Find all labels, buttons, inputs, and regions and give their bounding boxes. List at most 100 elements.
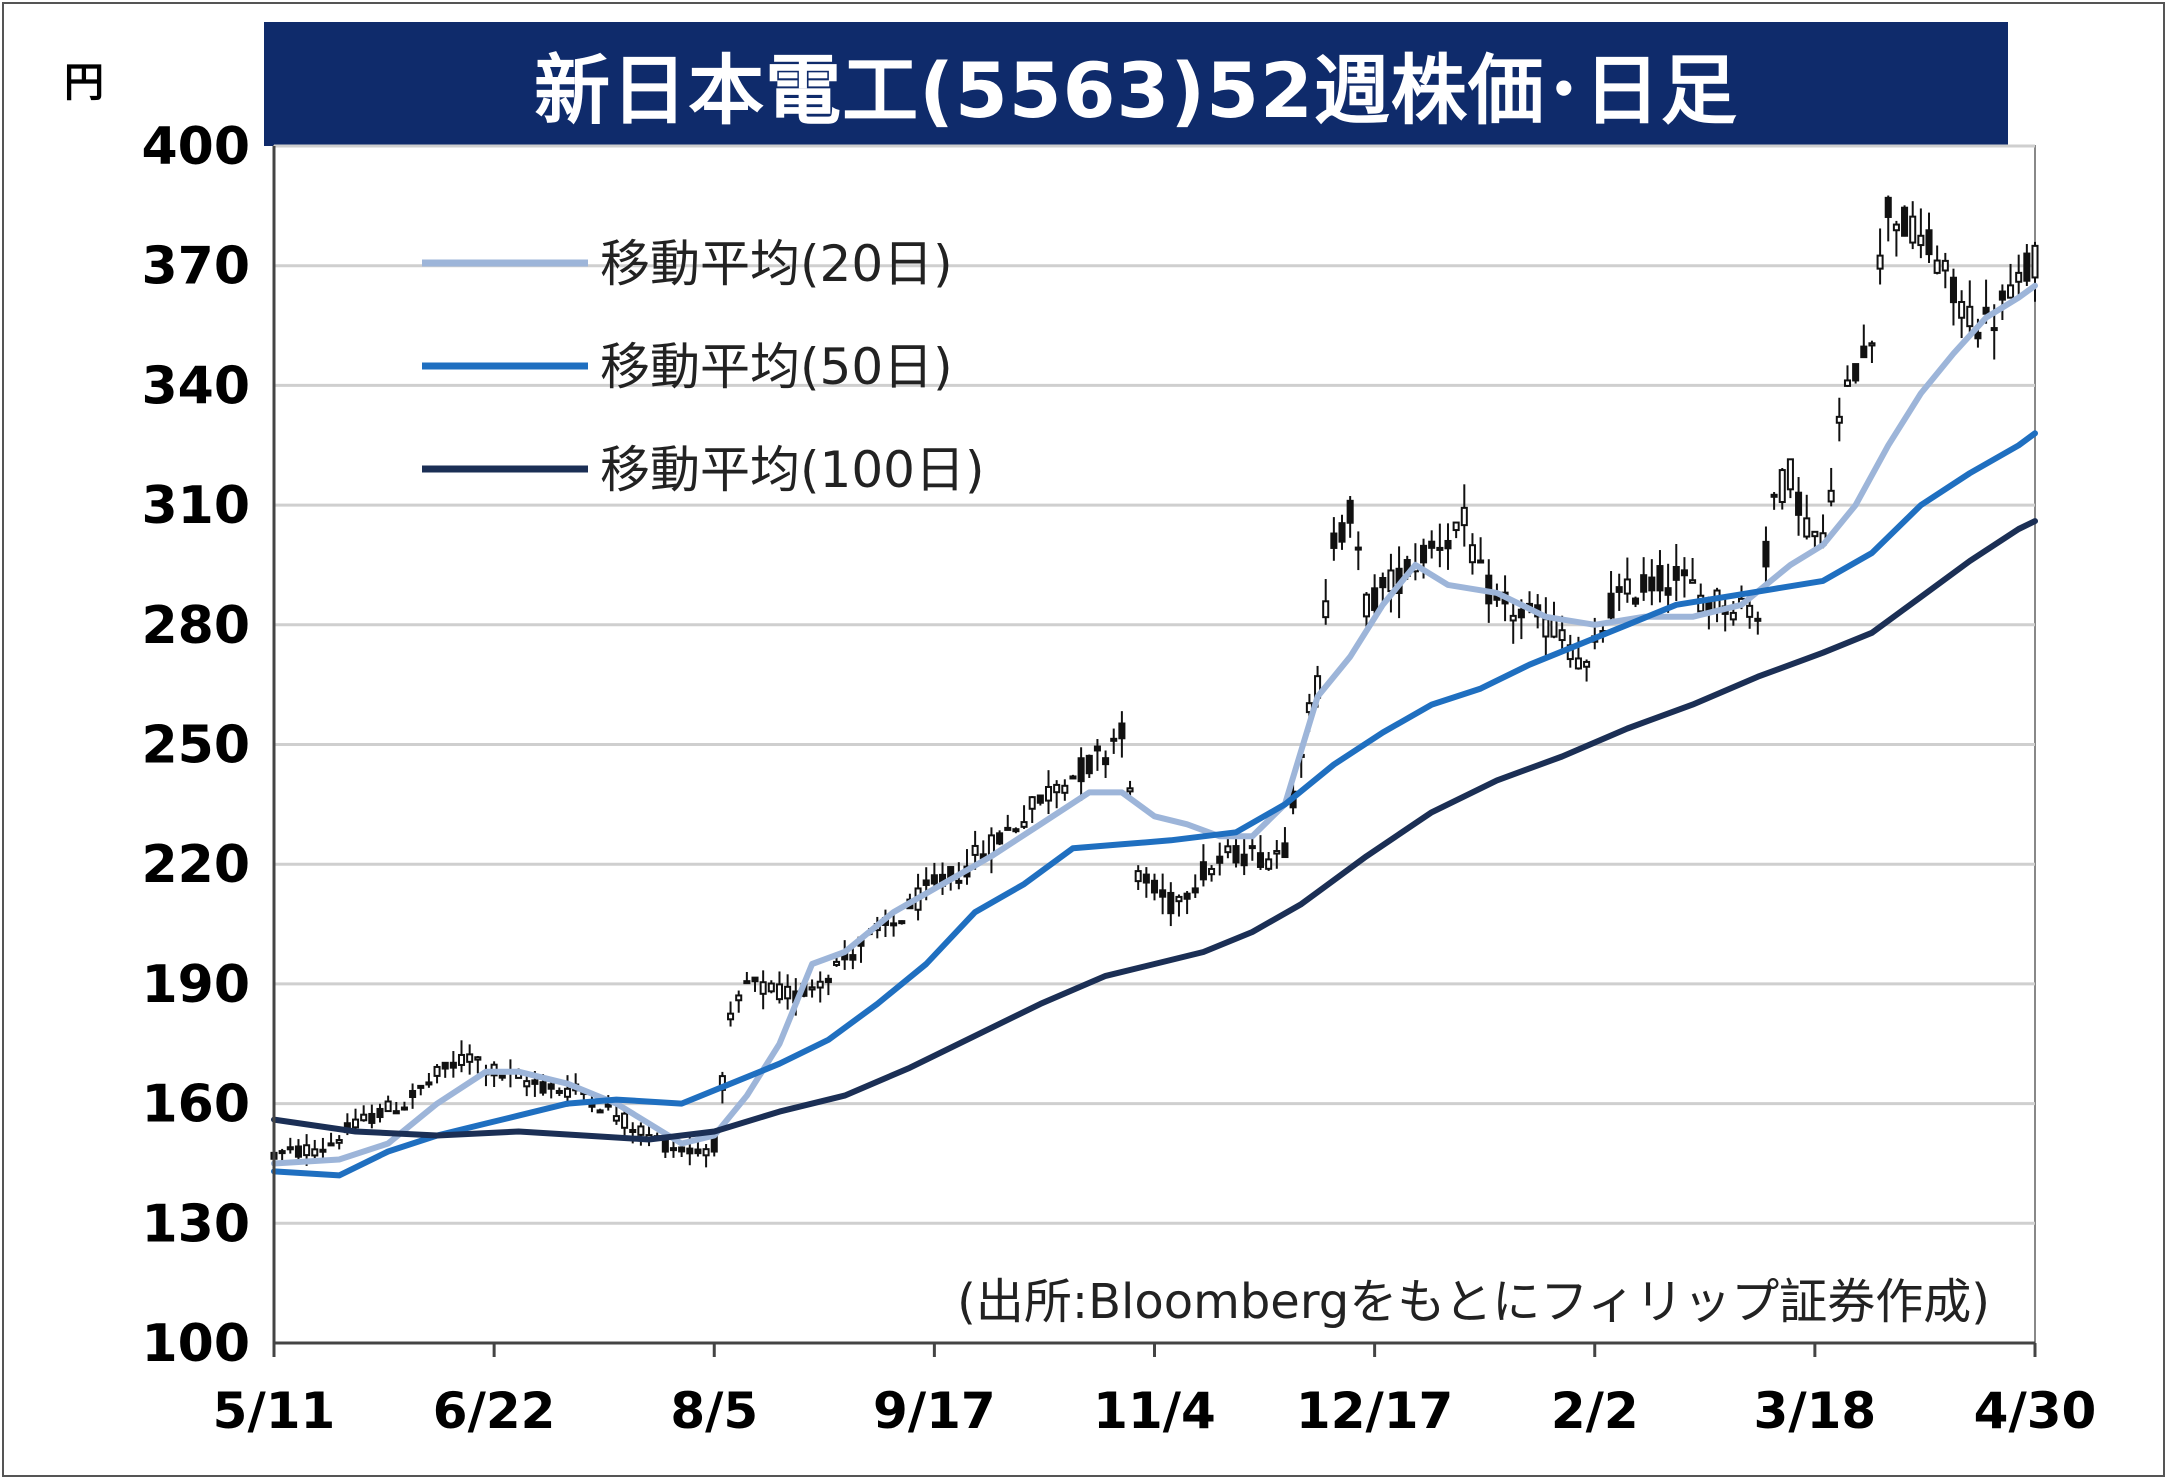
candle-body [1868, 342, 1876, 347]
candle [2015, 254, 2023, 296]
candle [327, 1132, 335, 1147]
candle-body [1680, 569, 1688, 577]
candle-body [1093, 745, 1101, 752]
candle [1346, 496, 1354, 538]
candle-body [1631, 597, 1640, 605]
candle-body [1982, 306, 1990, 315]
candle-body [1998, 290, 2006, 301]
candle-body [278, 1150, 286, 1155]
candle [1656, 550, 1664, 603]
candle [368, 1104, 376, 1129]
candle-body [1110, 737, 1118, 742]
candle-body [1966, 305, 1974, 328]
candle-body [1142, 873, 1150, 884]
candle [1061, 779, 1069, 801]
candle [1998, 284, 2006, 321]
candle-body [1028, 796, 1036, 810]
candle [547, 1079, 555, 1099]
candle [824, 974, 832, 996]
candle [433, 1064, 441, 1084]
grid-lines [274, 144, 2035, 1225]
candle [1240, 836, 1248, 876]
candle [1216, 842, 1224, 876]
candle [1118, 711, 1126, 758]
candle-body [1729, 611, 1737, 621]
candle-body [335, 1139, 343, 1144]
candle-body [955, 879, 963, 884]
candle [996, 830, 1004, 846]
y-tick-label: 220 [141, 835, 250, 895]
candle [1167, 882, 1175, 927]
candle [417, 1084, 425, 1096]
candle [1256, 835, 1265, 870]
candle-body [1974, 331, 1982, 340]
candle [1778, 467, 1786, 510]
candle-body [1860, 345, 1868, 359]
candle-body [392, 1110, 400, 1115]
candle-body [1852, 363, 1860, 382]
candle [1477, 537, 1485, 564]
candle [1110, 728, 1118, 754]
candle [449, 1051, 457, 1078]
ma100-line [271, 518, 2038, 1143]
candle-body [1061, 784, 1069, 794]
candle [1868, 340, 1876, 363]
candle [400, 1101, 408, 1111]
candle [335, 1135, 343, 1150]
candle-body [816, 980, 824, 989]
candle-body [1167, 891, 1175, 915]
x-tick-label: 3/18 [1754, 1382, 1877, 1440]
candle [1648, 559, 1656, 606]
candle-body [563, 1087, 572, 1098]
candle [1680, 557, 1688, 598]
candle-body [1689, 579, 1697, 584]
candle-body [2007, 284, 2015, 299]
candle-body [286, 1146, 294, 1151]
candle-body [2015, 271, 2023, 283]
candle [1077, 747, 1085, 801]
candle-body [384, 1100, 392, 1113]
candle-body [294, 1145, 302, 1158]
candle-body [759, 981, 767, 995]
legend-label-ma100: 移動平均(100日) [600, 441, 984, 499]
candle [930, 862, 938, 886]
candle [1044, 770, 1053, 815]
candle-body [1452, 521, 1460, 532]
candle-body [898, 920, 906, 925]
candle-body [1265, 858, 1273, 870]
candle-body [1256, 852, 1265, 868]
candle-body [1754, 617, 1762, 622]
candle [1770, 492, 1778, 510]
candle [1803, 494, 1811, 540]
candle-body [457, 1053, 466, 1066]
candle-body [1436, 546, 1444, 551]
candle [1460, 484, 1468, 547]
candle-body [1273, 850, 1281, 855]
candle-body [1901, 206, 1909, 237]
candle-body [1420, 544, 1428, 564]
candle-body [1477, 559, 1485, 564]
candle-body [694, 1148, 702, 1155]
moving-average-lines [271, 282, 2038, 1179]
candle-body [1338, 522, 1346, 543]
candle [1917, 208, 1925, 259]
candle-body [596, 1109, 604, 1114]
legend-label-ma20: 移動平均(20日) [600, 235, 953, 293]
candle [784, 974, 792, 1010]
candle-body [1509, 614, 1517, 622]
candle [392, 1101, 400, 1115]
candle-body [678, 1146, 686, 1153]
candle-body [751, 976, 759, 983]
candle [425, 1072, 433, 1088]
candle-body [629, 1128, 637, 1133]
candle [1901, 205, 1909, 237]
candle-body [1183, 892, 1191, 900]
candle [1175, 894, 1183, 917]
candle-body [1623, 578, 1631, 595]
candle [1102, 750, 1110, 778]
y-tick-label: 340 [141, 356, 250, 416]
candle [1208, 865, 1216, 882]
candle [1615, 573, 1623, 611]
candle [555, 1087, 563, 1097]
candle-body [1941, 259, 1949, 272]
